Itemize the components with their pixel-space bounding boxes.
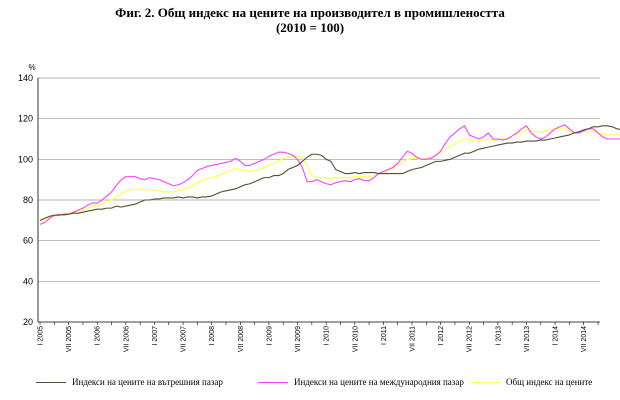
x-tick-label: I 2005 <box>38 326 45 346</box>
x-tick-label: VII 2005 <box>66 326 73 352</box>
y-tick-label: 20 <box>23 317 33 327</box>
y-tick-label: 60 <box>23 236 33 246</box>
legend-label-domestic: Индекси на цените на вътрешния пазар <box>72 377 223 387</box>
legend-swatch-international <box>258 381 288 383</box>
x-tick-label: I 2011 <box>381 326 388 345</box>
y-tick-label: 140 <box>18 73 33 83</box>
series-line-total <box>39 128 620 222</box>
series-line-international <box>39 124 620 225</box>
y-tick-label: 100 <box>18 154 33 164</box>
y-tick-label: 40 <box>23 276 33 286</box>
x-tick-label: I 2014 <box>553 326 560 346</box>
x-tick-label: VII 2007 <box>181 326 188 352</box>
x-tick-label: VII 2011 <box>410 326 417 352</box>
legend-swatch-domestic <box>36 381 66 383</box>
legend-label-international: Индекси на цените на международния пазар <box>294 377 464 387</box>
x-tick-label: I 2010 <box>324 326 331 346</box>
x-tick-label: I 2008 <box>209 326 216 346</box>
chart-subtitle: (2010 = 100) <box>275 20 345 35</box>
x-tick-label: I 2007 <box>152 326 159 346</box>
x-tick-label: I 2013 <box>495 326 502 346</box>
legend-item-international: Индекси на цените на международния пазар <box>258 376 464 388</box>
x-tick-label: VII 2008 <box>238 326 245 352</box>
legend-label-total: Общ индекс на цените <box>506 377 593 387</box>
legend-item-domestic: Индекси на цените на вътрешния пазар <box>36 376 223 388</box>
y-tick-label: 120 <box>18 114 33 124</box>
x-tick-label: VII 2014 <box>581 326 588 352</box>
legend-swatch-total <box>470 381 500 383</box>
x-tick-label: VII 2006 <box>123 326 130 352</box>
x-tick-label: I 2009 <box>266 326 273 346</box>
chart-title: Фиг. 2. Общ индекс на цените на производ… <box>115 5 505 20</box>
x-tick-label: VII 2013 <box>524 326 531 352</box>
y-unit-label: % <box>28 63 35 72</box>
y-tick-label: 80 <box>23 195 33 205</box>
x-tick-label: VII 2009 <box>295 326 302 352</box>
legend-item-total: Общ индекс на цените <box>470 376 592 388</box>
x-tick-label: VII 2012 <box>467 326 474 352</box>
x-tick-label: VII 2010 <box>352 326 359 352</box>
x-tick-label: I 2012 <box>438 326 445 346</box>
x-tick-label: I 2006 <box>95 326 102 346</box>
series-line-domestic <box>39 125 620 221</box>
